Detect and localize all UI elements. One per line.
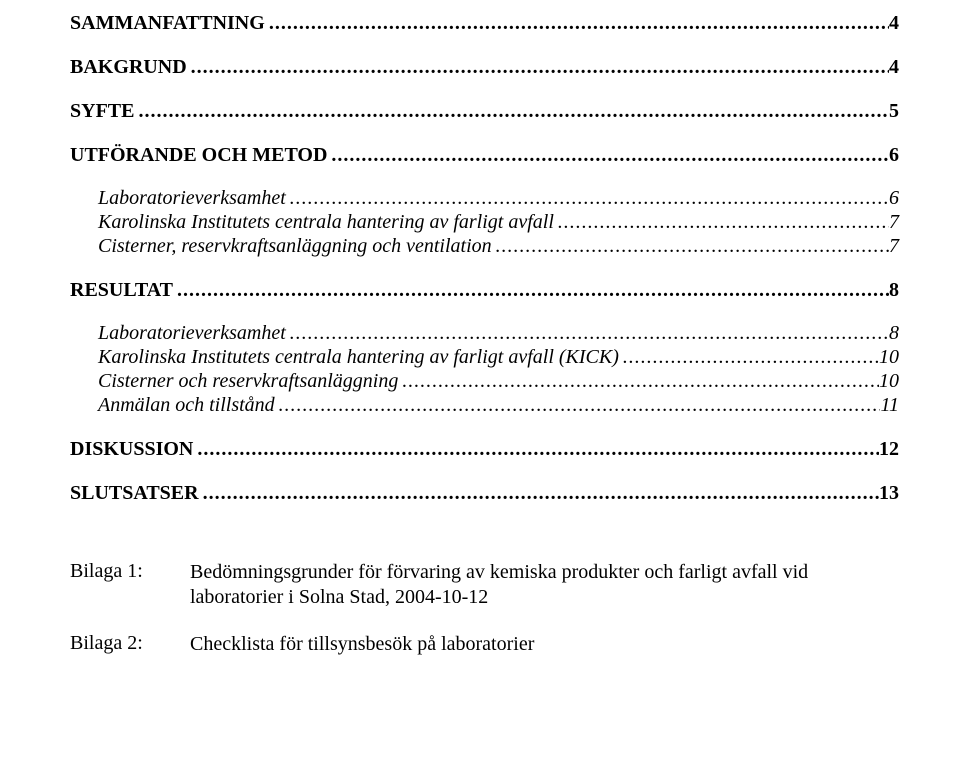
toc-dot-leader: ........................................… [187,56,889,79]
toc-entry-page: 10 [879,370,899,393]
toc-entry-label: Cisterner, reservkraftsanläggning och ve… [98,235,492,258]
table-of-contents: SAMMANFATTNING..........................… [70,12,899,505]
toc-dot-leader: ........................................… [286,322,889,345]
toc-entry-label: Anmälan och tillstånd [98,394,275,417]
toc-entry-page: 6 [889,144,899,167]
toc-entry-label: SLUTSATSER [70,482,199,505]
attachment-text: Bedömningsgrunder för förvaring av kemis… [190,560,899,610]
toc-entry: Karolinska Institutets centrala hanterin… [98,211,899,234]
toc-entry-label: RESULTAT [70,279,173,302]
toc-entry-page: 8 [889,322,899,345]
toc-dot-leader: ........................................… [173,279,889,302]
toc-entry-page: 6 [889,187,899,210]
toc-entry-page: 8 [889,279,899,302]
attachment-text: Checklista för tillsynsbesök på laborato… [190,632,899,657]
toc-entry-page: 7 [889,211,899,234]
toc-entry-label: Cisterner och reservkraftsanläggning [98,370,398,393]
attachment-label: Bilaga 1: [70,560,190,583]
toc-entry-label: Karolinska Institutets centrala hanterin… [98,346,619,369]
toc-entry-page: 11 [880,394,899,417]
toc-dot-leader: ........................................… [275,394,881,417]
toc-entry: SYFTE...................................… [70,100,899,123]
toc-entry-label: UTFÖRANDE OCH METOD [70,144,327,167]
toc-entry-page: 10 [879,346,899,369]
toc-entry-page: 7 [889,235,899,258]
toc-entry-page: 4 [889,56,899,79]
toc-entry: RESULTAT................................… [70,279,899,302]
toc-entry: Anmälan och tillstånd...................… [98,394,899,417]
toc-dot-leader: ........................................… [193,438,879,461]
toc-entry-label: Karolinska Institutets centrala hanterin… [98,211,554,234]
toc-entry: Karolinska Institutets centrala hanterin… [98,346,899,369]
toc-dot-leader: ........................................… [134,100,889,123]
toc-dot-leader: ........................................… [398,370,879,393]
toc-entry-page: 5 [889,100,899,123]
toc-dot-leader: ........................................… [265,12,889,35]
attachment-label: Bilaga 2: [70,632,190,655]
toc-entry-page: 13 [879,482,899,505]
toc-entry-label: SYFTE [70,100,134,123]
toc-dot-leader: ........................................… [327,144,889,167]
toc-entry-label: Laboratorieverksamhet [98,322,286,345]
attachment-row: Bilaga 1: Bedömningsgrunder för förvarin… [70,560,899,610]
toc-dot-leader: ........................................… [199,482,879,505]
toc-dot-leader: ........................................… [619,346,879,369]
toc-entry: DISKUSSION..............................… [70,438,899,461]
toc-dot-leader: ........................................… [492,235,889,258]
toc-entry: SAMMANFATTNING..........................… [70,12,899,35]
toc-entry: BAKGRUND................................… [70,56,899,79]
toc-entry: Cisterner och reservkraftsanläggning....… [98,370,899,393]
toc-entry-label: DISKUSSION [70,438,193,461]
toc-entry-page: 4 [889,12,899,35]
toc-entry: Laboratorieverksamhet...................… [98,187,899,210]
toc-entry-label: BAKGRUND [70,56,187,79]
toc-entry-label: SAMMANFATTNING [70,12,265,35]
toc-entry: Laboratorieverksamhet...................… [98,322,899,345]
toc-entry-label: Laboratorieverksamhet [98,187,286,210]
toc-entry: UTFÖRANDE OCH METOD.....................… [70,144,899,167]
attachments-section: Bilaga 1: Bedömningsgrunder för förvarin… [70,560,899,657]
toc-dot-leader: ........................................… [286,187,889,210]
attachment-row: Bilaga 2: Checklista för tillsynsbesök p… [70,632,899,657]
toc-entry: SLUTSATSER..............................… [70,482,899,505]
toc-entry: Cisterner, reservkraftsanläggning och ve… [98,235,899,258]
toc-dot-leader: ........................................… [554,211,889,234]
toc-entry-page: 12 [879,438,899,461]
